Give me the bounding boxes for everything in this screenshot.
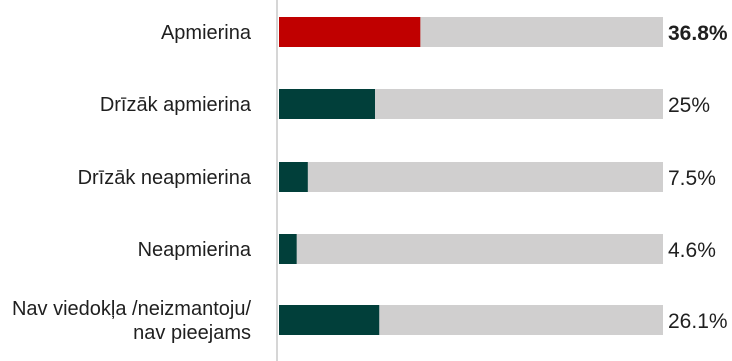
category-label-line: Drīzāk apmierina: [100, 94, 252, 116]
bar-row: Neapmierina 4.6%: [138, 234, 716, 264]
data-label: 36.8%: [668, 22, 728, 45]
bar-track: [279, 234, 663, 264]
bar: [279, 17, 421, 47]
data-label: 25%: [668, 94, 710, 117]
bar-row: Drīzāk neapmierina 7.5%: [78, 162, 716, 192]
category-label: Neapmierina: [138, 239, 252, 261]
data-label: 4.6%: [668, 239, 716, 262]
category-label: Nav viedokļa /neizmantoju/nav pieejams: [12, 298, 251, 344]
category-label-line: Neapmierina: [138, 239, 252, 261]
category-label-line: nav pieejams: [133, 322, 251, 344]
bar: [279, 305, 380, 335]
category-label: Apmierina: [161, 22, 252, 44]
category-label-line: Drīzāk neapmierina: [78, 167, 252, 189]
bar-row: Drīzāk apmierina 25%: [100, 89, 710, 119]
category-label-line: Apmierina: [161, 22, 252, 44]
bar: [279, 234, 297, 264]
data-label: 26.1%: [668, 310, 728, 333]
data-label: 7.5%: [668, 167, 716, 190]
bar-row: Nav viedokļa /neizmantoju/nav pieejams 26…: [12, 298, 728, 344]
bar: [279, 162, 308, 192]
category-label: Drīzāk neapmierina: [78, 167, 252, 189]
category-label: Drīzāk apmierina: [100, 94, 252, 116]
chart-marks: Apmierina 36.8%Drīzāk apmierina 25%Drīzāk …: [12, 17, 728, 344]
category-label-line: Nav viedokļa /neizmantoju/: [12, 298, 251, 320]
bar: [279, 89, 375, 119]
bar-row: Apmierina 36.8%: [161, 17, 728, 47]
bar-track: [279, 162, 663, 192]
